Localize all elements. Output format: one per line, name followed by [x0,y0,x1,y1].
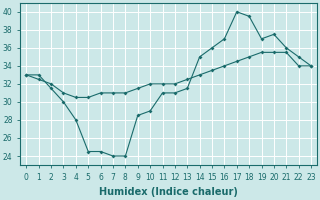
X-axis label: Humidex (Indice chaleur): Humidex (Indice chaleur) [99,187,238,197]
